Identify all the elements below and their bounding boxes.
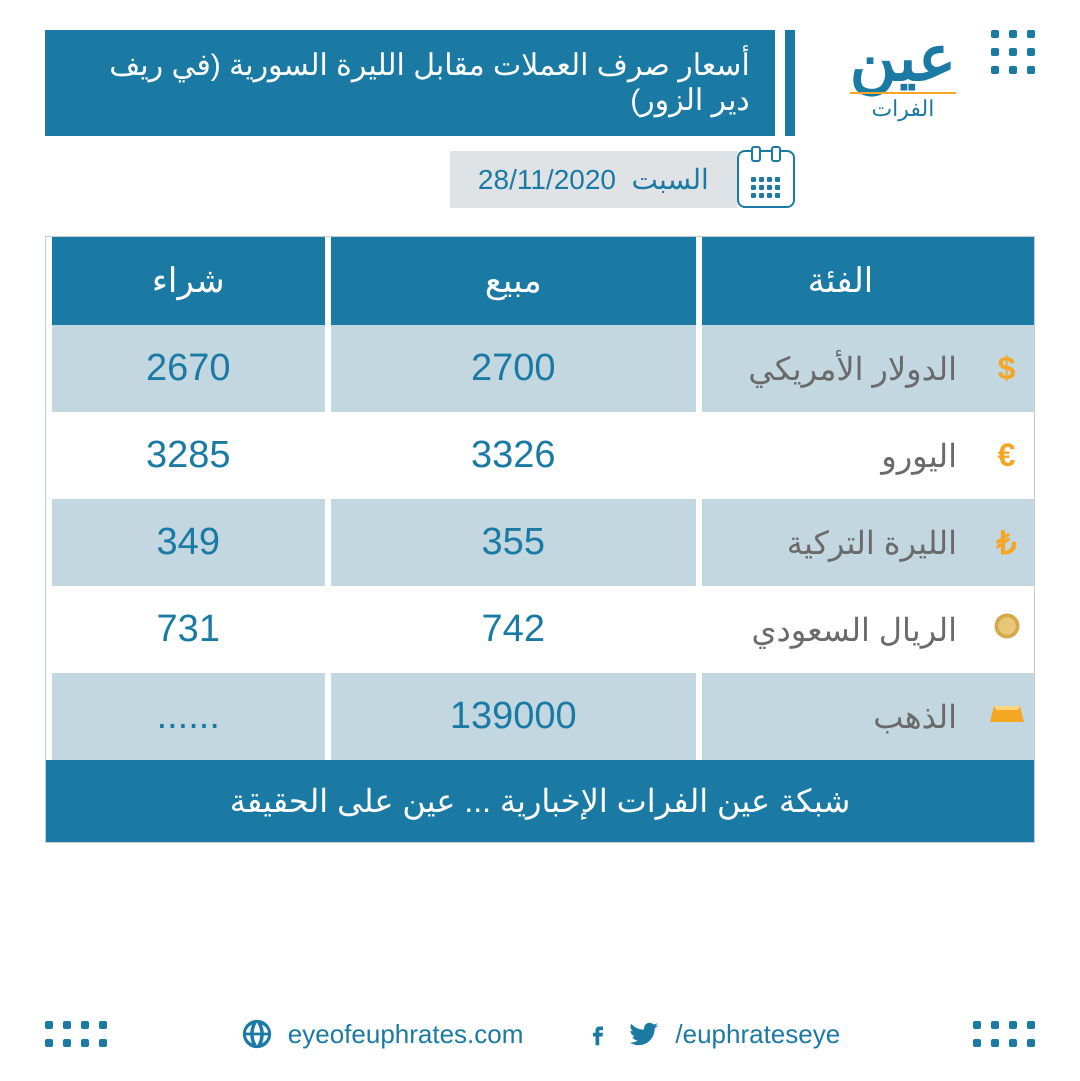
header-sell: مبيع [328,237,700,325]
buy-value: ...... [49,673,328,760]
exchange-rates-table: الفئة مبيع شراء $الدولار الأمريكي2700267… [46,237,1034,760]
currency-name: الدولار الأمريكي [699,325,979,412]
decorative-dots-bottom-right [973,1021,1035,1047]
currency-icon: ₺ [979,499,1034,586]
currency-icon: $ [979,325,1034,412]
currency-icon [979,586,1034,673]
website-link[interactable]: eyeofeuphrates.com [240,1017,524,1051]
logo-sub-text: الفرات [850,92,956,122]
title-accent [785,30,795,136]
sell-value: 3326 [328,412,700,499]
sell-value: 2700 [328,325,700,412]
table-row: الريال السعودي742731 [49,586,1034,673]
sell-value: 742 [328,586,700,673]
page-title: أسعار صرف العملات مقابل الليرة السورية (… [45,30,775,136]
links-group: eyeofeuphrates.com /euphrateseye [240,1017,840,1051]
buy-value: 2670 [49,325,328,412]
logo: عين الفرات [850,30,956,122]
table-footer-slogan: شبكة عين الفرات الإخبارية ... عين على ال… [46,760,1034,842]
logo-main-text: عين [850,30,956,88]
calendar-icon [737,150,795,208]
date-label: السبت 28/11/2020 [450,151,737,208]
bottom-bar: eyeofeuphrates.com /euphrateseye [0,1017,1080,1051]
header: عين الفرات أسعار صرف العملات مقابل اللير… [0,0,1080,208]
currency-name: الذهب [699,673,979,760]
date-value: 28/11/2020 [478,164,616,195]
currency-icon: € [979,412,1034,499]
currency-name: اليورو [699,412,979,499]
table-row: $الدولار الأمريكي27002670 [49,325,1034,412]
website-text: eyeofeuphrates.com [288,1019,524,1050]
social-link[interactable]: /euphrateseye [583,1017,840,1051]
date-day: السبت [632,164,709,195]
twitter-icon [627,1017,661,1051]
decorative-dots-bottom-left [45,1021,107,1047]
sell-value: 139000 [328,673,700,760]
header-buy: شراء [49,237,328,325]
rates-table-container: الفئة مبيع شراء $الدولار الأمريكي2700267… [45,236,1035,843]
decorative-dots-top [991,30,1035,74]
header-icon-col [979,237,1034,325]
table-row: ₺الليرة التركية355349 [49,499,1034,586]
table-header-row: الفئة مبيع شراء [49,237,1034,325]
title-bar: أسعار صرف العملات مقابل الليرة السورية (… [45,30,795,136]
table-row: الذهب139000...... [49,673,1034,760]
buy-value: 3285 [49,412,328,499]
currency-name: الليرة التركية [699,499,979,586]
date-row: السبت 28/11/2020 [45,150,795,208]
table-row: €اليورو33263285 [49,412,1034,499]
currency-name: الريال السعودي [699,586,979,673]
header-category: الفئة [699,237,979,325]
buy-value: 731 [49,586,328,673]
title-block: أسعار صرف العملات مقابل الليرة السورية (… [45,30,795,208]
facebook-icon [583,1019,613,1049]
currency-icon [979,673,1034,760]
sell-value: 355 [328,499,700,586]
globe-icon [240,1017,274,1051]
buy-value: 349 [49,499,328,586]
social-text: /euphrateseye [675,1019,840,1050]
